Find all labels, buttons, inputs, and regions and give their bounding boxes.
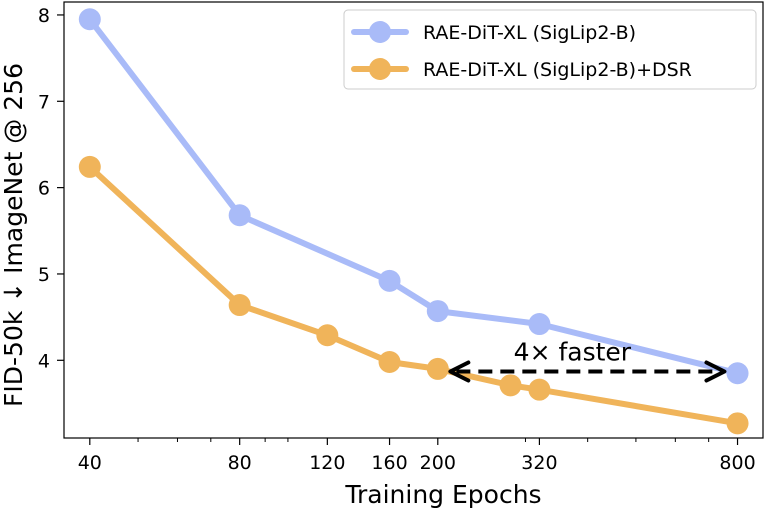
- data-point: [228, 204, 251, 227]
- series-line-1: [86, 16, 741, 377]
- data-point: [78, 155, 101, 178]
- y-tick-label: 5: [38, 264, 50, 286]
- series-group: [78, 8, 749, 435]
- legend-swatch-marker: [369, 21, 391, 43]
- data-point: [378, 351, 401, 374]
- legend-entry-1: RAE-DiT-XL (SigLip2-B): [351, 21, 636, 44]
- y-tick-label: 8: [38, 5, 50, 27]
- y-tick-label: 4: [38, 350, 50, 372]
- annotation-arrow: [448, 360, 727, 383]
- data-point: [528, 313, 551, 336]
- legend-label: RAE-DiT-XL (SigLip2-B): [423, 22, 636, 44]
- legend-entry-2: RAE-DiT-XL (SigLip2-B)+DSR: [351, 58, 692, 81]
- data-point: [426, 357, 449, 380]
- legend: RAE-DiT-XL (SigLip2-B) RAE-DiT-XL (SigLip…: [343, 9, 757, 90]
- x-tick-label: 800: [719, 452, 755, 474]
- data-point: [316, 324, 339, 347]
- x-tick-label: 200: [420, 452, 456, 474]
- y-tick-label: 6: [38, 178, 50, 200]
- x-tick-label: 40: [78, 452, 102, 474]
- data-point: [228, 294, 251, 317]
- x-axis-label: Training Epochs: [344, 480, 541, 509]
- legend-label: RAE-DiT-XL (SigLip2-B)+DSR: [423, 59, 692, 81]
- legend-swatch-marker: [369, 58, 391, 80]
- data-point: [499, 374, 522, 397]
- axes-frame: [63, 1, 764, 439]
- y-tick-label: 7: [38, 91, 50, 113]
- data-point: [528, 378, 551, 401]
- x-tick-label: 80: [228, 452, 252, 474]
- arrowhead-left: [448, 360, 471, 383]
- data-point: [78, 8, 101, 31]
- x-tick-label: 120: [309, 452, 345, 474]
- data-point: [726, 362, 749, 385]
- arrowhead-right: [704, 360, 727, 383]
- data-point: [426, 300, 449, 323]
- x-tick-label: 160: [371, 452, 407, 474]
- data-point: [726, 412, 749, 435]
- annotation-group: 4× faster: [448, 338, 727, 383]
- legend-box: [343, 9, 757, 90]
- annotation-text: 4× faster: [514, 338, 632, 367]
- data-point: [378, 269, 401, 292]
- x-tick-label: 320: [521, 452, 557, 474]
- y-axis-label: FID-50k ↓ ImageNet @ 256: [0, 63, 28, 407]
